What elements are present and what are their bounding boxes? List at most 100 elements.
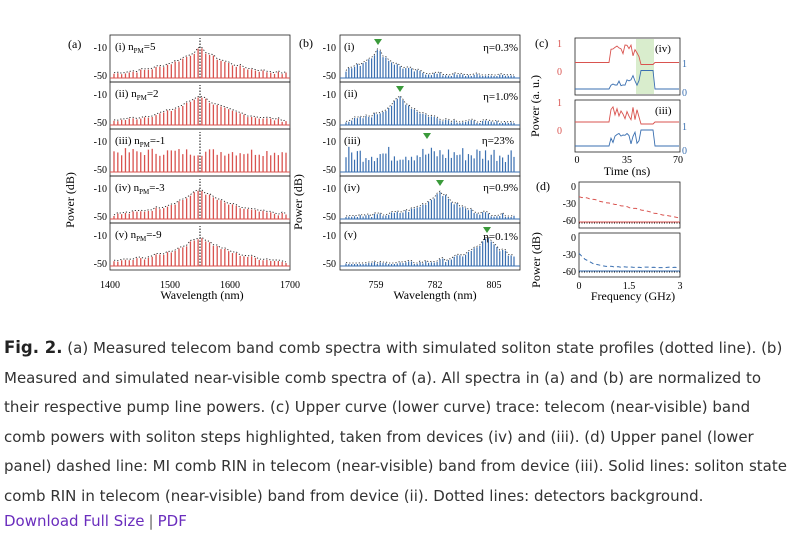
panel-label-c: (c) bbox=[535, 36, 548, 50]
panel-a-xticks: 1400 1500 1600 1700 bbox=[100, 280, 300, 291]
panel-b-pump-marker bbox=[374, 39, 382, 45]
panel-b-row-label: (iv) bbox=[344, 182, 360, 194]
panel-b-ytick: -10 bbox=[323, 231, 336, 242]
panel-a-envelope bbox=[113, 189, 287, 216]
panel-d-mi-rin bbox=[578, 252, 679, 269]
panel-b-ytick: -50 bbox=[323, 212, 336, 223]
panel-a-xlabel: Wavelength (nm) bbox=[160, 288, 243, 302]
panel-c-left-tick: 1 bbox=[557, 98, 562, 109]
panel-b-eta-labels: η=0.3% η=1.0% η=23% η=0.9% η=0.1% bbox=[482, 42, 518, 243]
panel-a-ytick: -10 bbox=[94, 90, 107, 101]
panel-d-frame bbox=[578, 181, 681, 229]
panel-b-frame bbox=[339, 222, 521, 271]
panel-a-ytick: -50 bbox=[94, 165, 107, 176]
panel-b-xtick: 782 bbox=[428, 280, 443, 291]
panel-c-tag: (iii) bbox=[655, 105, 672, 117]
panel-c-left-tick: 0 bbox=[557, 126, 562, 137]
figure-svg: (a) (b) (c) (d) Power (dB) Power (dB) Po… bbox=[63, 34, 687, 303]
panel-b-ytick: -10 bbox=[323, 90, 336, 101]
panel-d-xticks: 0 1.5 3 bbox=[577, 281, 683, 292]
panel-c-xtick: 35 bbox=[622, 155, 632, 166]
panel-b-eta: η=23% bbox=[482, 135, 514, 147]
panel-c-left-tick: 1 bbox=[557, 39, 562, 50]
panel-b-plot bbox=[339, 34, 521, 271]
panel-d-ytick: 0 bbox=[571, 233, 576, 244]
panel-c-visible-trace bbox=[575, 129, 679, 147]
panel-c-xlabel: Time (ns) bbox=[604, 164, 651, 178]
panel-a-row-label-5: (v) nPM=-9 bbox=[115, 229, 162, 243]
panel-b-xticks: 759 782 805 bbox=[369, 280, 502, 291]
panel-d-frame bbox=[578, 232, 681, 278]
panel-label-d: (d) bbox=[536, 179, 550, 193]
panel-b-xtick: 805 bbox=[487, 280, 502, 291]
panel-c-plot bbox=[574, 37, 681, 153]
panel-b-pump-marker bbox=[423, 133, 431, 139]
panel-d-ytick: -30 bbox=[563, 250, 576, 261]
panel-c-step-band bbox=[636, 39, 654, 94]
figure-caption: Fig. 2. (a) Measured telecom band comb s… bbox=[4, 333, 794, 511]
panel-d-plot bbox=[578, 181, 681, 278]
panel-d-xlabel: Frequency (GHz) bbox=[591, 289, 675, 303]
panel-a-xtick: 1700 bbox=[280, 280, 300, 291]
panel-d-yticks: 0 -30 -60 0 -30 -60 bbox=[563, 182, 576, 278]
panel-c-tag: (iv) bbox=[655, 43, 671, 55]
panel-a-ytick: -10 bbox=[94, 231, 107, 242]
panel-a-ytick: -50 bbox=[94, 259, 107, 270]
panel-b-pump-marker bbox=[436, 180, 444, 186]
panel-a-ytick: -10 bbox=[94, 43, 107, 54]
pdf-link[interactable]: PDF bbox=[157, 512, 187, 530]
panel-b-pump-marker bbox=[396, 86, 404, 92]
panel-a-xtick: 1600 bbox=[220, 280, 240, 291]
figure-links: Download Full Size | PDF bbox=[4, 512, 187, 530]
panel-b-ytick: -50 bbox=[323, 259, 336, 270]
panel-b-envelope bbox=[345, 95, 515, 123]
panel-a-ytick: -50 bbox=[94, 71, 107, 82]
panel-b-ytick: -50 bbox=[323, 165, 336, 176]
panel-d-xtick: 0 bbox=[577, 281, 582, 292]
download-full-size-link[interactable]: Download Full Size bbox=[4, 512, 145, 530]
caption-label: Fig. 2. bbox=[4, 338, 63, 357]
panel-a-ytick: -10 bbox=[94, 137, 107, 148]
panel-d-ytick: 0 bbox=[571, 182, 576, 193]
panel-b-row-label: (v) bbox=[344, 229, 357, 241]
panel-a-ylabel: Power (dB) bbox=[63, 172, 77, 228]
panel-c-right-tick: 1 bbox=[682, 59, 687, 70]
panel-a-row-label-4: (iv) nPM=-3 bbox=[115, 182, 165, 196]
panel-b-row-label: (iii) bbox=[344, 135, 361, 147]
panel-a-row-labels: (i) nPM=5 (ii) nPM=2 (iii) nPM=-1 (iv) n… bbox=[115, 41, 165, 243]
panel-b-ylabel: Power (dB) bbox=[291, 174, 305, 230]
panel-b-envelope bbox=[345, 190, 515, 217]
panel-b-envelope bbox=[345, 236, 515, 264]
panel-d-ytick: -30 bbox=[563, 199, 576, 210]
panel-d-ytick: -60 bbox=[563, 267, 576, 278]
panel-a-xtick: 1400 bbox=[100, 280, 120, 291]
panel-c-frame bbox=[574, 99, 681, 153]
panel-c-left-tick: 0 bbox=[557, 67, 562, 78]
panel-d-ylabel: Power (dB) bbox=[529, 232, 543, 288]
panel-a-row-label-3: (iii) nPM=-1 bbox=[115, 135, 165, 149]
panel-d-ytick: -60 bbox=[563, 216, 576, 227]
figure: (a) (b) (c) (d) Power (dB) Power (dB) Po… bbox=[55, 30, 705, 310]
panel-d-xtick: 3 bbox=[678, 281, 683, 292]
panel-a-row-label-1: (i) nPM=5 bbox=[115, 41, 156, 55]
panel-b-ytick: -10 bbox=[323, 137, 336, 148]
panel-c-telecom-trace bbox=[575, 105, 679, 125]
panel-b-pump-marker bbox=[483, 227, 491, 233]
panel-c-ylabel: Power (a. u.) bbox=[528, 75, 542, 137]
panel-b-ytick: -10 bbox=[323, 43, 336, 54]
panel-c-visible-trace bbox=[575, 70, 679, 90]
panel-b-eta: η=0.3% bbox=[483, 42, 518, 54]
panel-b-eta: η=0.1% bbox=[483, 231, 518, 243]
panel-b-envelope bbox=[345, 48, 515, 76]
panel-b-ytick: -10 bbox=[323, 184, 336, 195]
panel-b-ytick: -50 bbox=[323, 118, 336, 129]
panel-b-row-label: (i) bbox=[344, 41, 355, 53]
panel-d-xtick: 1.5 bbox=[623, 281, 636, 292]
panel-c-right-tick: 0 bbox=[682, 146, 687, 157]
panel-a-ytick: -50 bbox=[94, 118, 107, 129]
panel-c-frame bbox=[574, 37, 681, 96]
panel-a-row-label-2: (ii) nPM=2 bbox=[115, 88, 159, 102]
panel-a-plot bbox=[109, 34, 291, 271]
panel-c-right-tick: 1 bbox=[682, 122, 687, 133]
panel-b-eta: η=0.9% bbox=[483, 182, 518, 194]
